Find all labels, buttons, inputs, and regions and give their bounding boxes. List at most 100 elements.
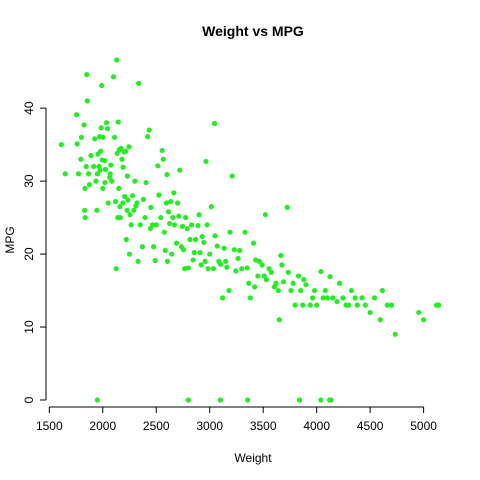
data-point	[285, 269, 291, 275]
data-point	[362, 302, 368, 308]
data-point	[120, 200, 126, 206]
x-tick-label: 2500	[143, 419, 170, 433]
data-point	[310, 295, 316, 301]
data-point	[188, 222, 195, 228]
data-point	[91, 163, 97, 170]
data-point	[392, 331, 398, 337]
chart-title: Weight vs MPG	[202, 23, 304, 39]
data-point	[134, 200, 140, 206]
data-point	[120, 164, 126, 170]
x-tick-label: 4000	[303, 419, 330, 433]
x-axis-label: Weight	[234, 451, 272, 465]
data-point	[148, 204, 154, 210]
data-point	[164, 258, 171, 264]
data-point	[126, 251, 133, 257]
data-point	[314, 302, 320, 308]
data-point	[416, 309, 422, 316]
data-point	[246, 280, 252, 286]
data-point	[135, 258, 141, 264]
y-axis-label: MPG	[3, 226, 17, 253]
data-point	[278, 252, 284, 259]
data-point	[73, 112, 80, 118]
data-point	[142, 214, 148, 221]
data-point	[379, 287, 386, 294]
data-point	[199, 233, 205, 240]
data-point	[117, 204, 123, 210]
data-point	[221, 245, 227, 251]
data-point	[201, 239, 207, 246]
x-tick-label: 1500	[36, 419, 63, 433]
data-point	[190, 257, 196, 263]
data-point	[100, 185, 106, 192]
data-point	[322, 287, 328, 294]
data-point	[295, 273, 302, 279]
data-point	[296, 397, 303, 403]
data-point	[224, 264, 230, 270]
data-point	[161, 229, 167, 235]
data-point	[99, 82, 105, 89]
data-point	[93, 178, 99, 184]
data-point	[298, 287, 304, 294]
data-point	[139, 244, 145, 250]
data-point	[98, 148, 104, 154]
data-point	[83, 163, 89, 170]
y-axis: 0 10 20 30 40	[22, 101, 47, 403]
data-point	[303, 282, 309, 288]
data-point	[290, 280, 296, 286]
data-point	[318, 397, 324, 403]
y-tick-label: 20	[22, 247, 36, 261]
data-point	[159, 147, 165, 154]
data-point	[348, 287, 355, 294]
data-point	[276, 317, 282, 323]
data-point	[371, 295, 378, 301]
x-tick-label: 2000	[89, 419, 116, 433]
data-point	[145, 134, 151, 140]
data-point	[324, 295, 330, 301]
data-point	[164, 171, 170, 178]
data-point	[158, 214, 164, 221]
data-point	[252, 284, 258, 290]
data-point	[110, 74, 117, 80]
data-point	[176, 213, 182, 219]
data-point	[237, 247, 243, 254]
data-point	[320, 295, 326, 301]
data-point	[132, 178, 138, 184]
data-point	[85, 171, 92, 177]
data-point	[111, 134, 118, 140]
data-point	[219, 295, 226, 301]
data-point	[82, 214, 88, 221]
data-point	[175, 200, 181, 206]
data-point	[117, 214, 123, 221]
data-point	[150, 244, 157, 250]
data-point	[275, 287, 281, 294]
data-point	[162, 247, 168, 254]
x-tick-label: 5000	[410, 419, 437, 433]
data-point	[58, 142, 64, 148]
data-point	[421, 317, 427, 323]
data-point	[74, 141, 80, 147]
data-point	[160, 156, 166, 162]
data-point	[207, 251, 213, 257]
data-point	[179, 223, 186, 229]
x-tick-label: 3500	[250, 419, 277, 433]
data-point	[318, 268, 324, 275]
data-point	[62, 171, 68, 177]
data-point	[250, 240, 257, 246]
data-point	[81, 207, 88, 213]
data-point	[81, 122, 87, 128]
data-point	[84, 98, 90, 104]
data-point	[208, 204, 214, 210]
data-point	[217, 397, 224, 403]
x-tick-label: 3000	[196, 419, 223, 433]
data-point	[108, 162, 114, 168]
data-point	[149, 222, 156, 228]
data-point	[183, 214, 189, 221]
data-point	[263, 277, 270, 283]
data-point	[330, 295, 336, 301]
data-point	[105, 200, 111, 206]
data-point	[173, 240, 180, 246]
data-point	[280, 279, 287, 285]
data-point	[203, 158, 209, 165]
data-point	[92, 136, 98, 142]
